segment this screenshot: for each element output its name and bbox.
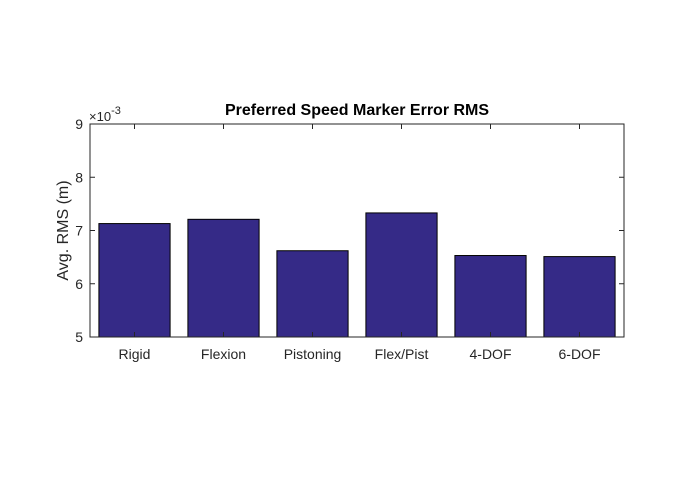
- bar-pistoning: [276, 250, 349, 338]
- y-axis-multiplier: ×10-3: [89, 105, 121, 124]
- bar-rigid: [98, 223, 171, 338]
- x-tick-label: Pistoning: [284, 346, 342, 362]
- x-tick-label: 4-DOF: [470, 346, 512, 362]
- bar-flex-pist: [365, 212, 438, 338]
- y-tick-label: 5: [75, 329, 83, 345]
- x-tick-label: Rigid: [119, 346, 151, 362]
- x-tick-label: Flexion: [201, 346, 246, 362]
- y-tick-label: 7: [75, 223, 83, 239]
- multiplier-exponent: -3: [111, 105, 121, 117]
- x-tick-label: 6-DOF: [559, 346, 601, 362]
- bar-flexion: [187, 218, 260, 338]
- axes-box: [89, 123, 625, 338]
- bar-4-dof: [454, 255, 527, 338]
- y-axis-label: Avg. RMS (m): [55, 180, 72, 280]
- y-tick-label: 9: [75, 116, 83, 132]
- chart-title: Preferred Speed Marker Error RMS: [225, 102, 489, 119]
- y-tick-label: 6: [75, 276, 83, 292]
- svg-text:×10-3: ×10-3: [89, 105, 121, 124]
- bars-group: [98, 212, 616, 338]
- multiplier-base: 10: [97, 109, 111, 124]
- x-tick-label: Flex/Pist: [375, 346, 429, 362]
- x-ticks-group: Rigid Flexion Pistoning Flex/Pist 4-DOF 6-DOF: [119, 124, 601, 362]
- y-tick-label: 8: [75, 169, 83, 185]
- multiplier-symbol: ×: [89, 109, 97, 124]
- bar-6-dof: [543, 256, 616, 338]
